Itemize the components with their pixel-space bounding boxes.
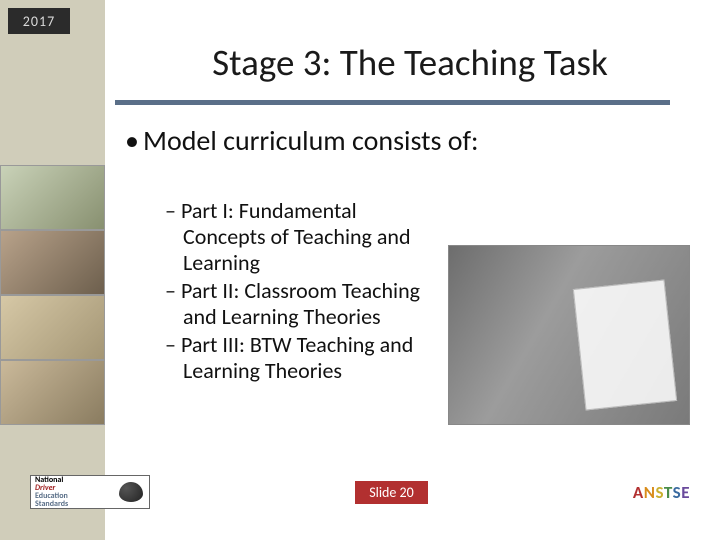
footer: National Driver Education Standards Slid…: [30, 474, 690, 510]
left-sidebar: 2017: [0, 0, 105, 540]
key-icon: [119, 482, 143, 502]
title-underline: [115, 100, 670, 105]
sidebar-photo-strip: [0, 165, 105, 425]
main-bullet: •Model curriculum consists of:: [125, 125, 685, 157]
logo-letter: T: [664, 482, 673, 503]
sub-bullet-list: – Part I: Fundamental Concepts of Teachi…: [165, 198, 440, 386]
slide-number-badge: Slide 20: [355, 481, 428, 504]
bullet-dot: •: [125, 125, 143, 157]
logo-letter: E: [681, 482, 690, 503]
sidebar-photo: [0, 165, 105, 230]
logo-letter: N: [644, 482, 656, 503]
content-photo: [448, 245, 690, 425]
sub-bullet-item: – Part III: BTW Teaching and Learning Th…: [165, 332, 440, 384]
logo-letter: S: [673, 482, 682, 503]
sidebar-photo: [0, 360, 105, 425]
logo-letter: A: [633, 482, 644, 503]
sub-bullet-text: Part II: Classroom Teaching and Learning…: [181, 277, 420, 330]
sub-bullet-text: Part I: Fundamental Concepts of Teaching…: [181, 197, 411, 276]
slide-title: Stage 3: The Teaching Task: [120, 40, 700, 85]
sidebar-photo: [0, 295, 105, 360]
sidebar-photo: [0, 230, 105, 295]
sub-bullet-text: Part III: BTW Teaching and Learning Theo…: [181, 331, 413, 384]
sub-bullet-item: – Part I: Fundamental Concepts of Teachi…: [165, 198, 440, 276]
sub-bullet-item: – Part II: Classroom Teaching and Learni…: [165, 278, 440, 330]
year-badge: 2017: [8, 8, 70, 34]
logo-anstse: ANSTSE: [633, 482, 690, 503]
main-bullet-text: Model curriculum consists of:: [143, 123, 479, 158]
logo-letter: S: [655, 482, 663, 503]
logo-national-driver-education: National Driver Education Standards: [30, 475, 150, 509]
